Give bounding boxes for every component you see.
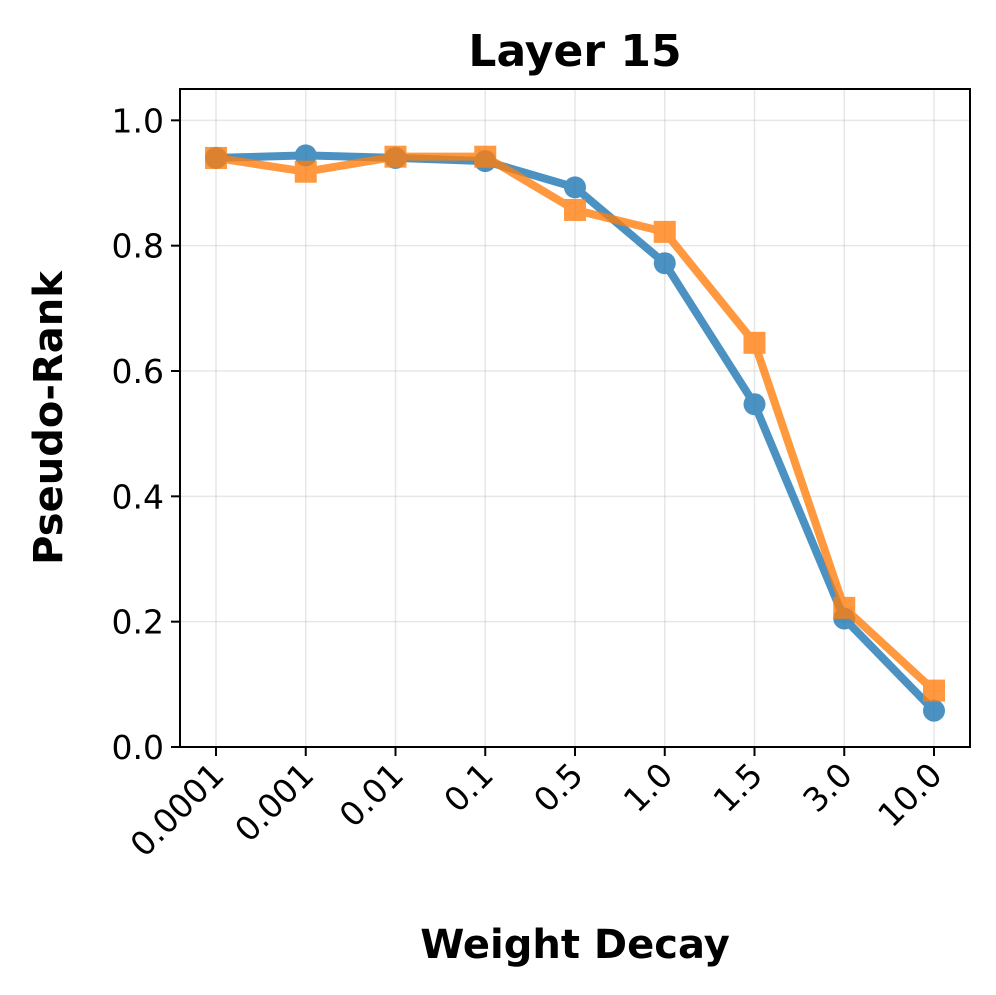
- x-tick-label: 1.5: [705, 755, 770, 820]
- data-point: [653, 220, 676, 243]
- data-point: [743, 393, 766, 416]
- data-point: [833, 596, 856, 619]
- data-point: [564, 176, 586, 199]
- series-group: [205, 144, 945, 722]
- y-axis: 0.0 0.2 0.4 0.6 0.8 1.0: [112, 101, 180, 767]
- y-tick-label: 0.0: [112, 728, 164, 767]
- x-tick-label: 10.0: [870, 755, 950, 835]
- x-tick-label: 0.0001: [122, 755, 231, 864]
- x-tick-label: 0.001: [227, 755, 321, 849]
- data-point: [384, 145, 407, 168]
- y-tick-label: 0.8: [112, 227, 164, 266]
- x-axis-label: Weight Decay: [420, 922, 730, 968]
- data-point: [294, 160, 317, 183]
- x-tick-label: 0.5: [526, 755, 591, 820]
- x-tick-label: 0.01: [332, 755, 412, 835]
- chart-title: Layer 15: [468, 26, 681, 77]
- grid-lines: [180, 89, 970, 748]
- data-point: [923, 679, 945, 702]
- x-tick-label: 3.0: [795, 755, 860, 820]
- series-2: [205, 145, 945, 702]
- data-point: [474, 145, 497, 168]
- data-point: [653, 252, 676, 275]
- data-point: [743, 331, 766, 354]
- y-axis-label: Pseudo-Rank: [26, 270, 72, 565]
- y-tick-label: 0.6: [112, 352, 164, 391]
- data-point: [205, 146, 227, 169]
- x-tick-label: 1.0: [616, 755, 681, 820]
- x-tick-label: 0.1: [436, 755, 501, 820]
- y-tick-label: 0.2: [112, 603, 164, 642]
- data-point: [564, 198, 586, 221]
- y-tick-label: 1.0: [112, 101, 164, 140]
- data-point: [923, 699, 945, 722]
- y-tick-label: 0.4: [112, 477, 164, 516]
